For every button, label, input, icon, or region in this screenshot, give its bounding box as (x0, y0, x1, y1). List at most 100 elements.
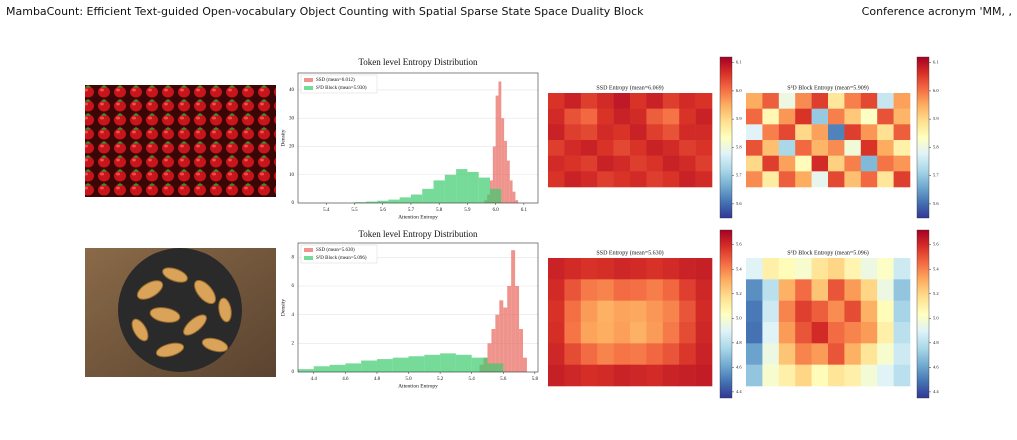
heatmap-cell (762, 300, 780, 323)
heatmap-cell (746, 93, 763, 109)
histogram-bar (392, 357, 409, 372)
heatmap-cell (630, 93, 647, 109)
heatmap-cell (597, 108, 614, 125)
heatmap-cell (662, 171, 680, 188)
histogram-bar (515, 200, 519, 203)
heatmap-cell (860, 171, 878, 188)
heatmap-cell (828, 155, 845, 172)
colorbar-tick-label: 5.6 (736, 242, 742, 247)
x-tick-label: 6.0 (493, 208, 500, 213)
x-tick-label: 5.8 (532, 377, 539, 382)
histogram-bar (511, 250, 516, 372)
heatmap-cell (662, 364, 680, 387)
heatmap-title: S³D Block Entropy (mean=5.096) (787, 249, 869, 256)
running-title: MambaCount: Efficient Text-guided Open-v… (6, 5, 644, 18)
y-tick-label: 8 (292, 255, 295, 260)
heatmap-cell (746, 124, 763, 141)
heatmap-cell (811, 343, 829, 365)
colorbar-tick-label: 5.7 (736, 173, 742, 178)
heatmap-cell (580, 108, 598, 125)
y-tick-label: 2 (292, 341, 295, 346)
heatmap-cell (811, 258, 829, 280)
heatmap-cell (778, 93, 796, 109)
heatmap-cell (564, 322, 582, 344)
heatmap-cell (811, 108, 829, 125)
y-tick-label: 40 (289, 88, 295, 93)
heatmap-cell (795, 171, 812, 188)
heatmap-cell (795, 364, 812, 387)
x-tick-label: 5.4 (323, 208, 330, 213)
colorbar-tick-label: 5.0 (933, 315, 939, 320)
heatmap-cell (679, 279, 696, 301)
heatmap-cell (646, 258, 664, 280)
legend-label: SSD (mean=5.630) (316, 248, 355, 253)
heatmap-cell (795, 108, 812, 125)
heatmap-cell (795, 93, 812, 109)
heatmap-cell (548, 300, 565, 323)
heatmap-cell (630, 155, 647, 172)
colorbar-tick-label: 5.6 (736, 201, 742, 206)
heatmap-cell (795, 258, 812, 280)
heatmap-cell (811, 171, 829, 188)
colorbar-tick-label: 5.8 (933, 144, 939, 149)
histogram-bar (422, 188, 434, 203)
histogram-bar (377, 200, 389, 203)
heatmap-cell (893, 108, 911, 125)
heatmap-cell (844, 364, 862, 387)
heatmap-cell (762, 124, 780, 141)
colorbar-tick-label: 5.6 (933, 242, 939, 247)
heatmap-cell (597, 258, 614, 280)
histogram-bar (410, 194, 423, 203)
heatmap-cell (695, 171, 713, 188)
heatmap-cell (877, 93, 894, 109)
plot-frame (297, 72, 539, 204)
heatmap-cell (778, 343, 796, 365)
y-tick-label: 0 (292, 201, 295, 206)
heatmap-cell (746, 322, 763, 344)
colorbar-tick-label: 4.4 (736, 389, 742, 394)
heatmap-cell (877, 279, 894, 301)
heatmap-cell (630, 279, 647, 301)
histogram-bar (507, 286, 512, 372)
legend-swatch (304, 248, 313, 252)
heatmap-cell (548, 93, 565, 109)
heatmap-cell (597, 140, 614, 156)
colorbar-tick-label: 5.0 (736, 315, 742, 320)
heatmap-cell (795, 322, 812, 344)
heatmap-cell (762, 258, 780, 280)
heatmap-cell (613, 343, 631, 365)
heatmap-cell (548, 155, 565, 172)
heatmap-cell (778, 279, 796, 301)
x-tick-label: 5.4 (469, 377, 476, 382)
histogram-bar (506, 160, 510, 203)
heatmap-cell (646, 155, 664, 172)
colorbar-tick-label: 5.4 (933, 266, 939, 271)
heatmap-cell (646, 300, 664, 323)
heatmap-cell (662, 93, 680, 109)
heatmap-cell (662, 124, 680, 141)
plot-frame (297, 242, 539, 373)
heatmap-cell (811, 140, 829, 156)
chart-title: Token level Entropy Distribution (358, 229, 478, 239)
heatmap-cell (893, 300, 911, 323)
heatmap-cell (564, 279, 582, 301)
histogram-bar (313, 366, 330, 372)
heatmap-cell (828, 343, 845, 365)
heatmap-cell (860, 322, 878, 344)
heatmap-cell (580, 140, 598, 156)
heatmap-cell (597, 279, 614, 301)
heatmap-cell (630, 364, 647, 387)
heatmap-cell (695, 300, 713, 323)
colorbar-tick-label: 6.1 (933, 60, 939, 65)
colorbar-tick-label: 5.8 (736, 144, 742, 149)
heatmap-cell (811, 364, 829, 387)
heatmap-cell (828, 364, 845, 387)
x-tick-label: 5.5 (351, 208, 358, 213)
heatmap-cell (746, 258, 763, 280)
histogram-bar (444, 174, 457, 203)
heatmap-cell (778, 155, 796, 172)
heatmap-cell (844, 108, 862, 125)
heatmap-cell (597, 155, 614, 172)
heatmap-cell (695, 322, 713, 344)
